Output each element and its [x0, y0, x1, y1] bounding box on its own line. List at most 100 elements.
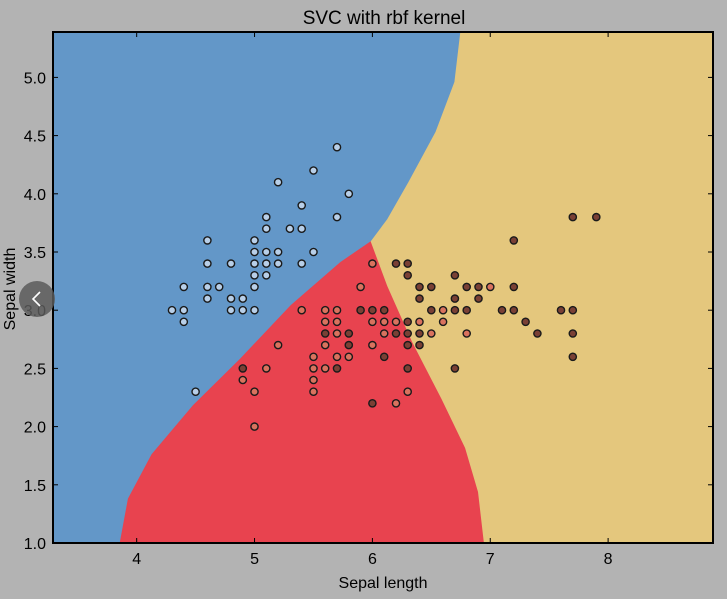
class-2-point [415, 294, 424, 303]
class-0-point [285, 224, 295, 233]
class-2-point [379, 305, 389, 315]
class-0-point [261, 270, 271, 280]
class-2-point [509, 236, 519, 245]
class-2-point [403, 270, 413, 280]
class-1-point [344, 352, 354, 362]
class-2-point [415, 329, 424, 338]
class-2-point [368, 305, 377, 315]
class-0-point [179, 317, 189, 327]
class-1-point [309, 364, 318, 373]
class-0-point [179, 305, 189, 315]
class-0-point [332, 212, 342, 222]
decision-regions [53, 32, 713, 543]
class-2-point [568, 352, 578, 362]
class-1-point [485, 282, 495, 292]
class-2-point [344, 340, 354, 350]
class-0-point [297, 224, 307, 233]
class-0-point [179, 282, 189, 292]
class-2-point [320, 329, 330, 338]
class-1-point [309, 387, 318, 397]
class-1-point [426, 329, 436, 338]
y-axis: 1.01.52.02.53.03.54.04.55.0 [24, 70, 713, 553]
class-1-point [379, 317, 389, 327]
back-button[interactable] [19, 281, 55, 317]
class-0-point [261, 224, 271, 233]
y-tick-label: 2.0 [24, 420, 46, 437]
class-0-point [261, 212, 271, 222]
class-1-point [438, 317, 448, 327]
class-2-point [592, 212, 601, 222]
class-0-point [297, 201, 307, 210]
y-tick-label: 1.5 [24, 478, 46, 495]
class-1-point [332, 352, 342, 362]
chevron-left-icon [31, 291, 41, 307]
class-2-point [474, 282, 483, 292]
y-tick-label: 4.0 [24, 187, 46, 204]
class-1-point [368, 317, 377, 327]
class-2-point [403, 259, 413, 268]
class-0-point [250, 305, 259, 315]
class-1-point [261, 364, 271, 373]
x-tick-label: 8 [604, 551, 613, 568]
y-tick-label: 1.0 [24, 536, 46, 553]
class-1-point [403, 387, 413, 397]
class-2-point [450, 294, 460, 303]
class-2-point [509, 282, 519, 292]
x-axis: 4 5 6 7 8 [132, 32, 613, 568]
class-2-point [568, 212, 578, 222]
class-1-point [320, 340, 330, 350]
class-0-point [297, 259, 307, 268]
class-0-point [214, 282, 224, 292]
class-2-point [415, 340, 424, 350]
class-1-point [356, 282, 365, 292]
x-tick-label: 4 [132, 551, 141, 568]
class-0-point [250, 236, 259, 245]
class-2-point [533, 329, 542, 338]
class-0-point [273, 177, 283, 187]
class-1-point [250, 387, 259, 397]
class-0-point [203, 294, 212, 303]
class-0-point [191, 387, 200, 397]
class-2-point [238, 364, 248, 373]
class-2-point [556, 305, 566, 315]
class-0-point [238, 294, 248, 303]
class-0-point [250, 259, 259, 268]
class-2-point [391, 259, 401, 268]
class-2-point [509, 305, 519, 315]
class-0-point [273, 259, 283, 268]
class-0-point [203, 259, 212, 268]
class-1-point [297, 305, 307, 315]
class-2-point [462, 282, 472, 292]
class-2-point [403, 329, 413, 338]
class-2-point [415, 282, 424, 292]
class-0-point [309, 166, 318, 175]
class-2-point [497, 305, 507, 315]
class-1-point [320, 317, 330, 327]
class-0-point [238, 305, 248, 315]
class-2-point [391, 329, 401, 338]
y-tick-label: 4.5 [24, 129, 46, 146]
class-2-point [568, 329, 578, 338]
class-0-point [309, 247, 318, 257]
class-2-point [344, 329, 354, 338]
class-2-point [474, 294, 483, 303]
class-2-point [403, 340, 413, 350]
class-0-point [344, 189, 354, 199]
y-tick-label: 3.5 [24, 245, 46, 262]
class-0-point [203, 282, 212, 292]
class-2-point [450, 305, 460, 315]
class-0-point [261, 247, 271, 257]
class-0-point [226, 259, 236, 268]
class-0-point [226, 294, 236, 303]
class-1-point [368, 259, 377, 268]
class-1-point [379, 329, 389, 338]
class-1-point [462, 329, 472, 338]
class-1-point [250, 422, 259, 431]
class-1-point [368, 340, 377, 350]
class-2-point [332, 364, 342, 373]
class-1-point [332, 317, 342, 327]
class-1-point [391, 398, 401, 408]
x-tick-label: 5 [250, 551, 259, 568]
plot-frame [52, 31, 714, 544]
